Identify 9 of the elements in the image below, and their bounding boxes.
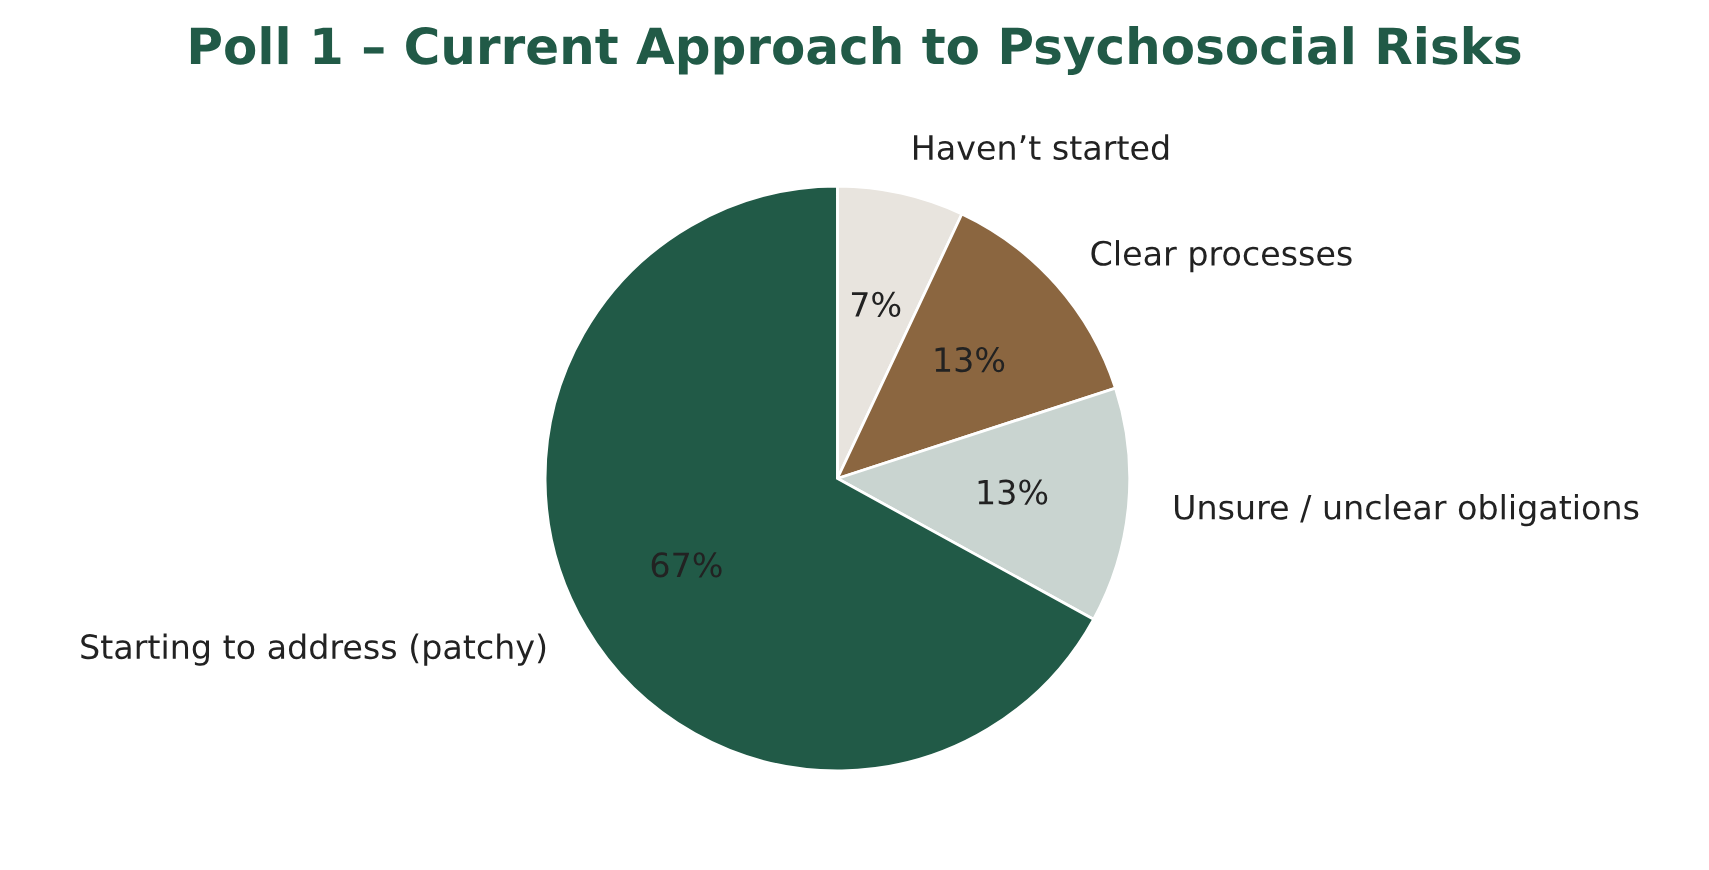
data-label: 13% xyxy=(935,346,1005,373)
slice-label: Clear processes xyxy=(1091,240,1352,273)
data-label: 7% xyxy=(851,291,901,317)
slice-label: Haven’t started xyxy=(914,134,1169,161)
data-label: 67% xyxy=(651,552,722,578)
slice-label: Starting to address (patchy) xyxy=(81,633,546,666)
chart-title: Poll 1 – Current Approach to Psychosocial Risks xyxy=(190,26,1521,75)
data-label: 13% xyxy=(978,479,1048,505)
slice-label: Unsure / unclear obligations xyxy=(1174,494,1639,527)
